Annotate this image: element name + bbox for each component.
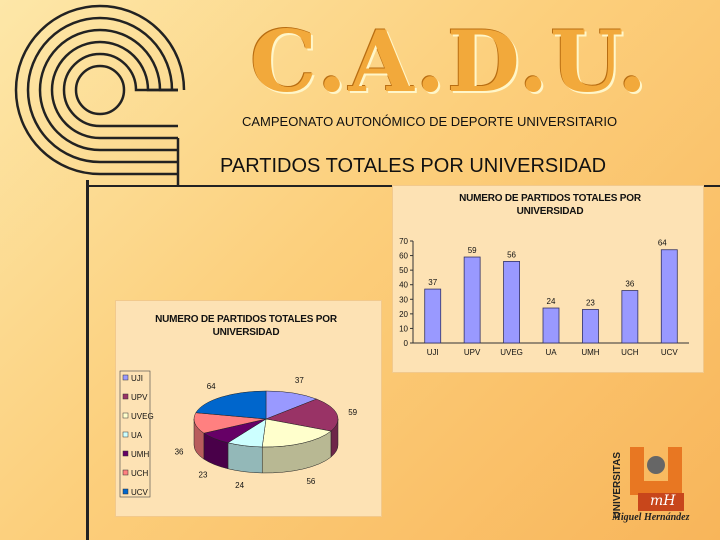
pie-data-label: 24 bbox=[235, 481, 244, 490]
pie-chart-panel: NUMERO DE PARTIDOS TOTALES POR UNIVERSID… bbox=[115, 300, 382, 517]
cadu-rings-logo bbox=[14, 4, 186, 186]
legend-label-UMH: UMH bbox=[131, 450, 149, 459]
bar-data-label: 36 bbox=[625, 280, 634, 289]
bar-data-label: 56 bbox=[507, 250, 516, 259]
pie-slice-UPV bbox=[265, 398, 339, 432]
page-subtitle: CAMPEONATO AUTONÓMICO DE DEPORTE UNIVERS… bbox=[242, 114, 618, 129]
legend-swatch-UMH bbox=[122, 450, 129, 457]
section-title: PARTIDOS TOTALES POR UNIVERSIDAD bbox=[220, 155, 607, 177]
bar-category-label: UA bbox=[545, 348, 557, 357]
bar-y-tick-label: 20 bbox=[399, 310, 408, 319]
bar-data-label: 37 bbox=[428, 278, 437, 287]
bar-category-label: UPV bbox=[464, 348, 481, 357]
bar-UVEG bbox=[503, 261, 520, 344]
universitas-label: UNIVERSITAS bbox=[612, 452, 623, 519]
bar-category-label: UCV bbox=[661, 348, 679, 357]
bar-category-label: UCH bbox=[621, 348, 639, 357]
legend-label-UCV: UCV bbox=[131, 488, 149, 497]
pie-data-label: 64 bbox=[207, 382, 216, 391]
bar-chart-title: NUMERO DE PARTIDOS TOTALES POR UNIVERSID… bbox=[459, 193, 641, 217]
legend-swatch-UVEG bbox=[122, 412, 129, 419]
pie-data-label: 37 bbox=[295, 376, 304, 385]
bar-category-label: UJI bbox=[427, 348, 439, 357]
pie-side-UA bbox=[227, 442, 263, 474]
legend-swatch-UCH bbox=[122, 469, 129, 476]
bar-UCV bbox=[660, 249, 678, 344]
legend-label-UCH: UCH bbox=[131, 469, 149, 478]
pie-legend-box bbox=[119, 370, 151, 498]
umh-caption: Miguel Hernández bbox=[612, 512, 690, 523]
pie-data-label: 59 bbox=[348, 408, 357, 417]
legend-label-UPV: UPV bbox=[131, 393, 148, 402]
mh-mark: mH bbox=[650, 493, 676, 509]
pie-slice-UVEG bbox=[261, 418, 332, 448]
bar-category-label: UMH bbox=[581, 348, 599, 357]
bar-category-label: UVEG bbox=[500, 348, 523, 357]
bar-y-tick-label: 30 bbox=[399, 295, 408, 304]
bar-chart-panel: NUMERO DE PARTIDOS TOTALES POR UNIVERSID… bbox=[392, 185, 704, 373]
legend-swatch-UPV bbox=[122, 393, 129, 400]
bar-y-tick-label: 70 bbox=[399, 237, 408, 246]
pie-data-label: 56 bbox=[306, 477, 315, 486]
bar-data-label: 23 bbox=[586, 298, 595, 307]
bar-y-tick-label: 0 bbox=[404, 339, 409, 348]
legend-label-UJI: UJI bbox=[131, 374, 143, 383]
legend-swatch-UCV bbox=[122, 488, 129, 495]
legend-label-UVEG: UVEG bbox=[131, 412, 154, 421]
bar-UPV bbox=[463, 256, 481, 344]
pie-data-label: 36 bbox=[175, 447, 184, 456]
bar-y-tick-label: 10 bbox=[399, 324, 408, 333]
bar-data-label: 24 bbox=[547, 297, 556, 306]
bar-UCH bbox=[621, 290, 639, 344]
bar-y-tick-label: 40 bbox=[399, 281, 408, 290]
vertical-divider bbox=[86, 180, 89, 540]
bar-data-label: 59 bbox=[468, 246, 477, 255]
bar-UMH bbox=[582, 309, 599, 344]
legend-swatch-UJI bbox=[122, 374, 129, 381]
pie-data-label: 23 bbox=[199, 470, 208, 479]
bar-UA bbox=[542, 307, 560, 344]
brand-title: C.A.D.U. bbox=[250, 12, 649, 111]
legend-label-UA: UA bbox=[131, 431, 143, 440]
bar-data-label: 64 bbox=[658, 239, 667, 248]
legend-swatch-UA bbox=[122, 431, 129, 438]
umh-logo bbox=[630, 447, 684, 511]
bar-y-tick-label: 50 bbox=[399, 266, 408, 275]
bar-chart: 0 10 20 30 40 50 60 70 37 UJI 59 UPV 56 UVEG 24 UA 23 UMH… bbox=[399, 237, 689, 357]
pie-chart-title: NUMERO DE PARTIDOS TOTALES POR UNIVERSID… bbox=[155, 314, 337, 338]
pie-chart: UJI UPV UVEG UA UMH UCH UCV 37 59 56 24 23 36 64 bbox=[119, 370, 358, 498]
bar-UJI bbox=[424, 288, 442, 344]
bar-y-tick-label: 60 bbox=[399, 252, 408, 261]
pie-slice-UCV bbox=[195, 390, 267, 420]
